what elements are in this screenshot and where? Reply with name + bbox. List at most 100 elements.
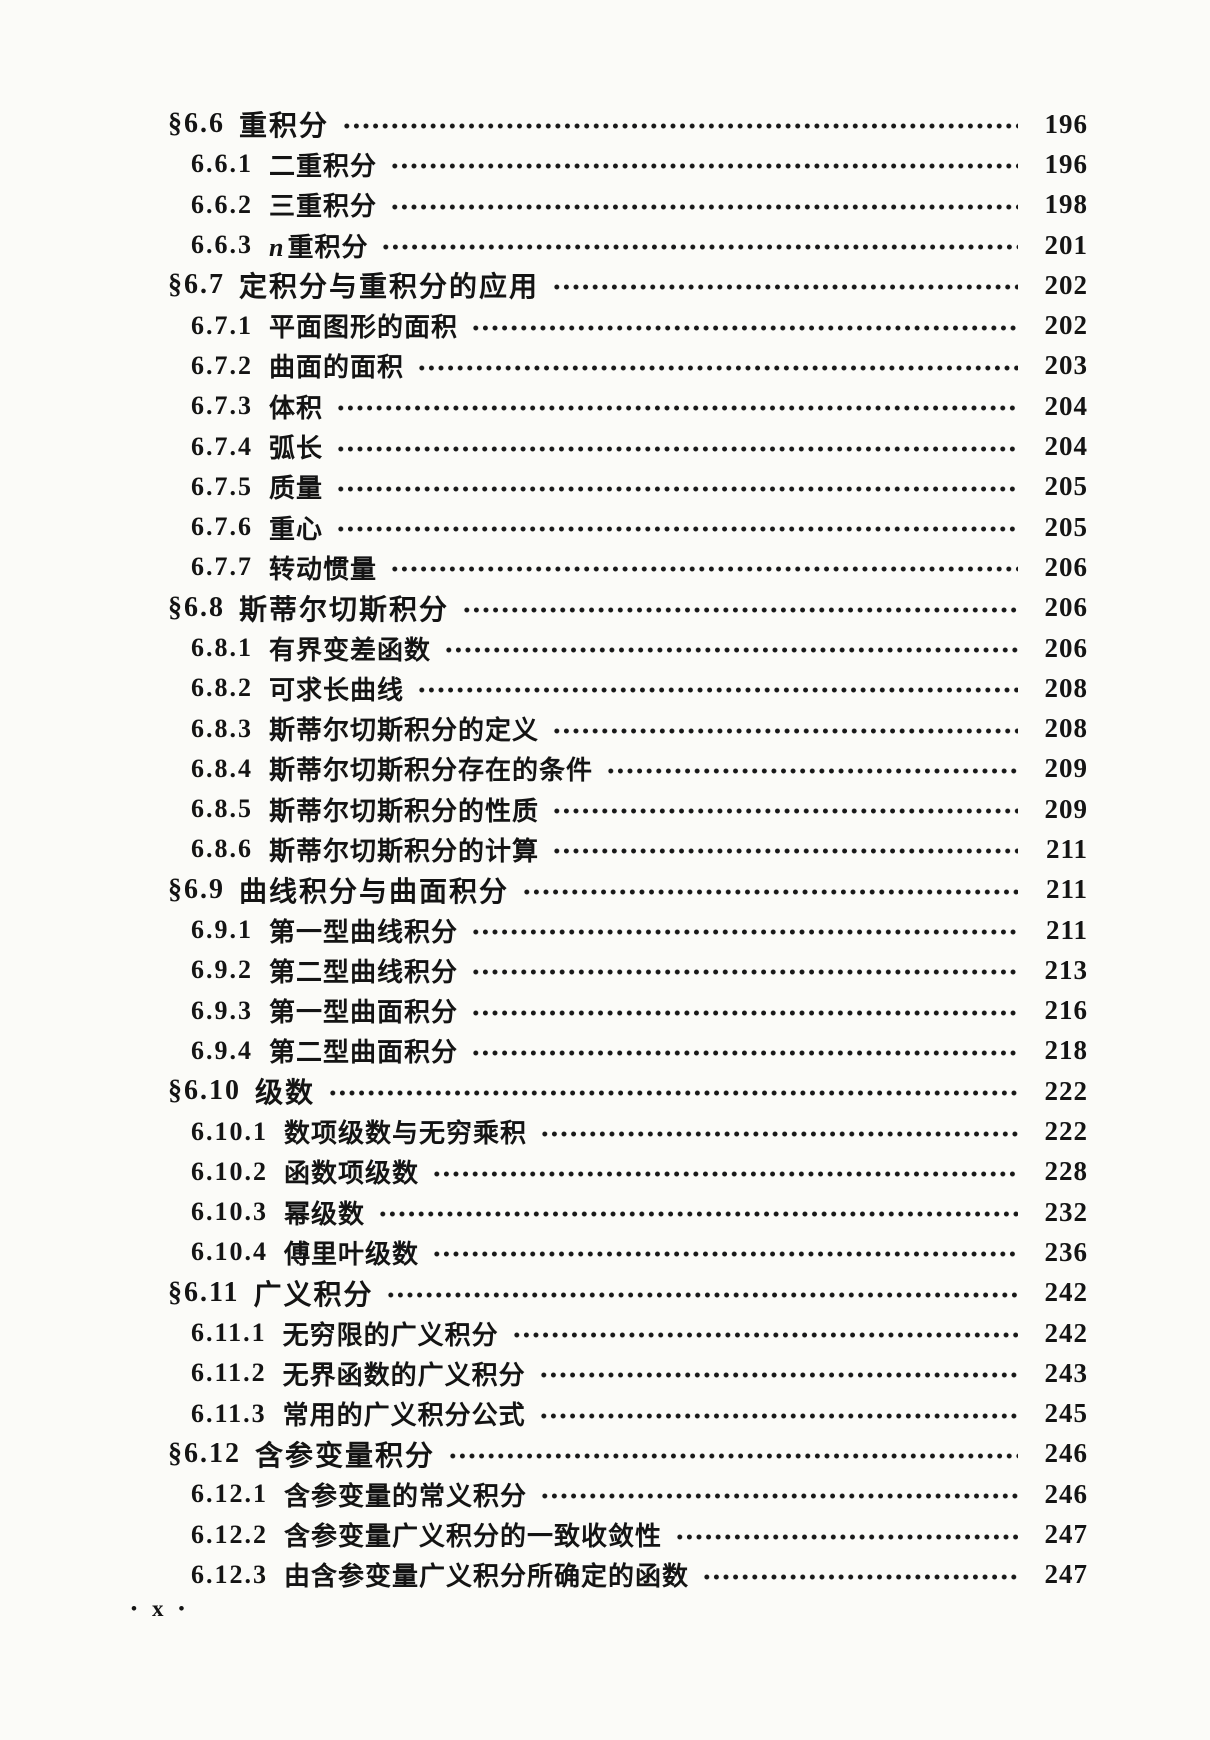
toc-entry-title: 斯蒂尔切斯积分的性质 [269, 796, 540, 826]
toc-entry-number: 6.12.2 [191, 1519, 268, 1549]
toc-entry-title: 斯蒂尔切斯积分的计算 [269, 836, 540, 866]
toc-entry-number: 6.7.4 [191, 431, 253, 461]
toc-entry-title: 三重积分 [269, 192, 378, 222]
toc-entry-number: 6.9.3 [191, 995, 253, 1025]
dot-leader [675, 1532, 1018, 1541]
toc-entry: 6.10.2 函数项级数 228 [168, 1152, 1088, 1192]
toc-entry: 6.10.4 傅里叶级数 236 [168, 1232, 1088, 1272]
toc-entry-number: 6.7.7 [191, 552, 253, 582]
dot-leader [328, 1089, 1018, 1098]
toc-entry: 6.11.3 常用的广义积分公式 245 [168, 1394, 1088, 1434]
toc-entry-page-number: 213 [1044, 954, 1088, 985]
dot-leader [540, 1129, 1018, 1138]
toc-entry-title: 转动惯量 [269, 554, 378, 584]
toc-entry: 6.7.4 弧长 204 [168, 426, 1088, 466]
footer-left-dot: • [131, 1599, 137, 1618]
dot-leader [390, 202, 1018, 211]
toc-entry: 6.8.4 斯蒂尔切斯积分存在的条件 209 [168, 749, 1088, 789]
toc-entry-number: 6.9.2 [191, 955, 253, 985]
dot-leader [471, 1008, 1018, 1017]
toc-entry-title: 曲线积分与曲面积分 [239, 876, 510, 908]
dot-leader [471, 323, 1018, 332]
toc-entry-number: §6.11 [168, 1276, 240, 1308]
toc-entry: 6.10.3 幂级数 232 [168, 1192, 1088, 1232]
toc-entry-page-number: 242 [1044, 1277, 1088, 1308]
toc-entry: 6.9.1 第一型曲线积分 211 [168, 910, 1088, 950]
toc-entry-title: 有界变差函数 [269, 635, 432, 665]
dot-leader [538, 1411, 1018, 1420]
toc-entry-page-number: 201 [1044, 229, 1088, 260]
toc-entry-title: n 重积分 [269, 232, 369, 262]
toc-list: §6.6 重积分 196 6.6.1 二重积分 196 6.6.2 三重积分 1… [168, 108, 1088, 1592]
toc-entry-title: 弧长 [269, 434, 324, 464]
dot-leader [538, 1371, 1018, 1380]
toc-entry-title: 第一型曲线积分 [269, 917, 459, 947]
toc-entry: 6.6.2 三重积分 198 [168, 185, 1088, 225]
toc-entry: §6.9 曲线积分与曲面积分 211 [168, 870, 1088, 910]
toc-entry: 6.9.4 第二型曲面积分 218 [168, 1031, 1088, 1071]
toc-entry-page-number: 202 [1044, 269, 1088, 300]
toc-entry-number: 6.8.4 [191, 753, 253, 783]
toc-entry-title: 常用的广义积分公式 [282, 1401, 526, 1431]
toc-entry-title: 第二型曲线积分 [269, 957, 459, 987]
toc-entry: 6.6.1 二重积分 196 [168, 144, 1088, 184]
toc-entry-title: 平面图形的面积 [269, 313, 459, 343]
dot-leader [552, 847, 1018, 856]
toc-entry-page-number: 211 [1045, 833, 1088, 864]
toc-entry: 6.7.5 质量 205 [168, 467, 1088, 507]
toc-entry-page-number: 206 [1044, 632, 1088, 663]
dot-leader [417, 686, 1018, 695]
toc-entry-title: 函数项级数 [284, 1159, 420, 1189]
toc-entry: §6.7 定积分与重积分的应用 202 [168, 265, 1088, 305]
dot-leader [336, 525, 1018, 534]
toc-entry-title: 定积分与重积分的应用 [239, 272, 540, 304]
dot-leader [444, 646, 1018, 654]
toc-entry-title: 斯蒂尔切斯积分存在的条件 [269, 756, 594, 786]
toc-entry-title: 无界函数的广义积分 [282, 1360, 526, 1390]
toc-entry: 6.6.3 n 重积分 201 [168, 225, 1088, 265]
toc-entry: 6.9.2 第二型曲线积分 213 [168, 950, 1088, 990]
toc-entry: 6.7.3 体积 204 [168, 386, 1088, 426]
toc-entry-page-number: 208 [1044, 713, 1088, 744]
toc-entry: 6.7.2 曲面的面积 203 [168, 346, 1088, 386]
toc-entry-number: 6.10.4 [191, 1237, 268, 1267]
toc-entry-title: 曲面的面积 [269, 353, 405, 383]
toc-entry-number: 6.10.2 [191, 1156, 268, 1186]
toc-entry-number: 6.10.1 [191, 1116, 268, 1146]
toc-entry-number: §6.12 [168, 1437, 241, 1469]
toc-entry-title: 由含参变量广义积分所确定的函数 [284, 1562, 690, 1592]
toc-entry: 6.9.3 第一型曲面积分 216 [168, 991, 1088, 1031]
dot-leader [606, 766, 1018, 775]
toc-entry-page-number: 216 [1044, 995, 1088, 1026]
toc-entry: §6.8 斯蒂尔切斯积分 206 [168, 588, 1088, 628]
toc-entry-number: 6.7.2 [191, 350, 253, 380]
toc-entry-page-number: 209 [1044, 753, 1088, 784]
toc-entry-page-number: 222 [1044, 1075, 1088, 1106]
dot-leader [540, 1492, 1018, 1501]
dot-leader [552, 283, 1018, 292]
dot-leader [702, 1572, 1018, 1581]
toc-entry: 6.8.6 斯蒂尔切斯积分的计算 211 [168, 829, 1088, 869]
toc-entry-title: 无穷限的广义积分 [282, 1320, 499, 1350]
footer-right-dot: • [178, 1599, 185, 1618]
toc-entry-page-number: 236 [1044, 1236, 1088, 1267]
dot-leader [511, 1331, 1018, 1340]
toc-entry-number: §6.9 [168, 873, 225, 905]
dot-leader [552, 807, 1018, 816]
toc-entry-number: 6.10.3 [191, 1197, 268, 1227]
toc-entry-page-number: 204 [1044, 390, 1088, 421]
toc-entry-title: 重心 [269, 514, 324, 544]
toc-entry-title: 含参变量积分 [255, 1440, 436, 1472]
toc-entry: §6.10 级数 222 [168, 1071, 1088, 1111]
toc-entry: 6.12.2 含参变量广义积分的一致收敛性 247 [168, 1514, 1088, 1554]
toc-entry-page-number: 196 [1044, 148, 1088, 179]
toc-entry-number: 6.12.1 [191, 1479, 268, 1509]
toc-entry-page-number: 232 [1044, 1196, 1088, 1227]
toc-entry-page-number: 247 [1044, 1559, 1088, 1590]
toc-entry-page-number: 206 [1044, 592, 1088, 623]
toc-entry-page-number: 246 [1044, 1478, 1088, 1509]
toc-entry: 6.12.1 含参变量的常义积分 246 [168, 1474, 1088, 1514]
toc-entry-number: 6.8.6 [191, 834, 253, 864]
toc-entry-number: §6.6 [168, 108, 225, 140]
toc-entry-page-number: 242 [1044, 1317, 1088, 1348]
